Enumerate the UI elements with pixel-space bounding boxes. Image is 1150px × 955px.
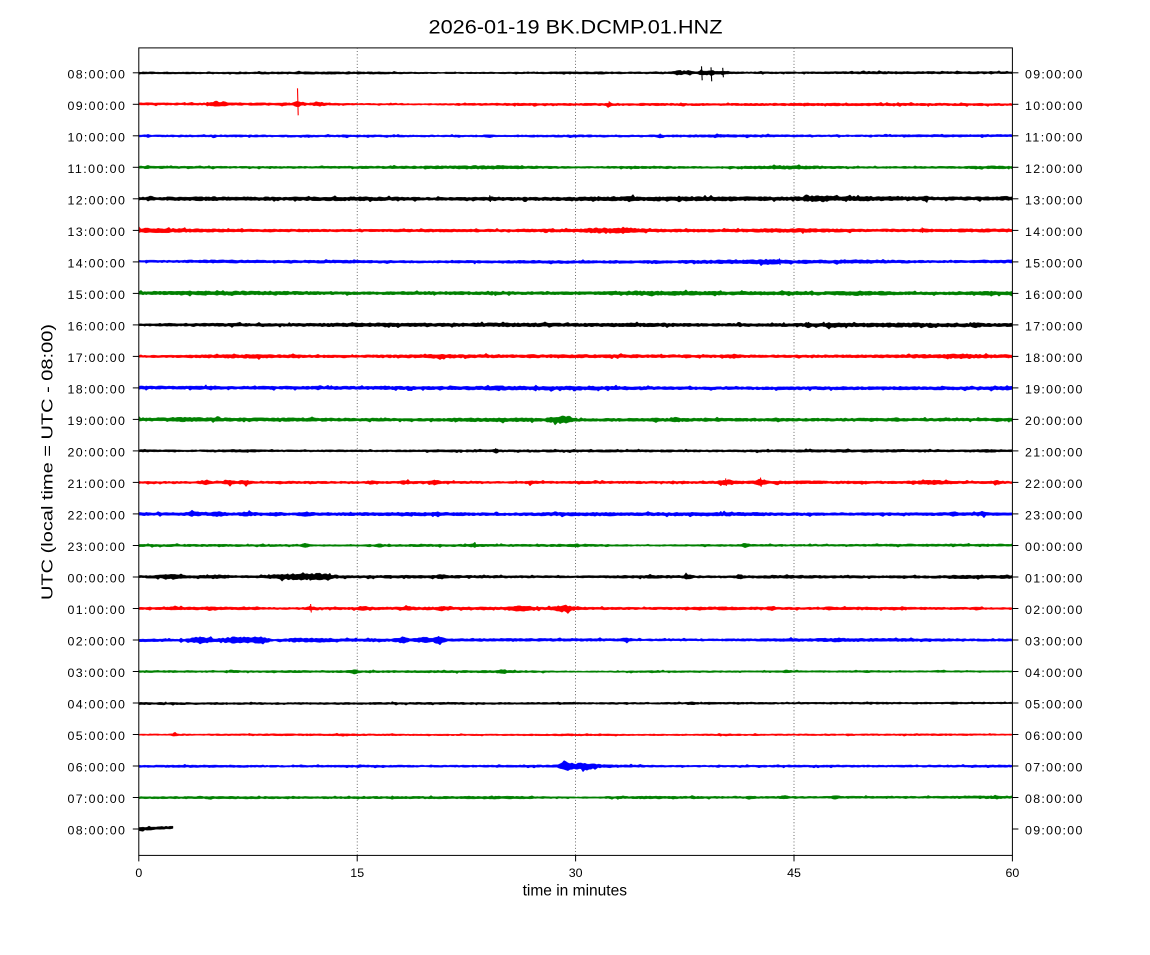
svg-text:07:00:00: 07:00:00 [68,792,125,806]
svg-text:0: 0 [135,866,142,880]
svg-text:10:00:00: 10:00:00 [68,130,125,144]
svg-text:15:00:00: 15:00:00 [68,288,125,302]
svg-text:17:00:00: 17:00:00 [1025,320,1082,334]
svg-text:16:00:00: 16:00:00 [1025,288,1082,302]
svg-text:09:00:00: 09:00:00 [1025,824,1082,838]
svg-text:03:00:00: 03:00:00 [68,666,125,680]
svg-text:21:00:00: 21:00:00 [1025,446,1082,460]
svg-text:20:00:00: 20:00:00 [1025,414,1082,428]
svg-text:13:00:00: 13:00:00 [68,225,125,239]
svg-text:18:00:00: 18:00:00 [68,383,125,397]
svg-text:18:00:00: 18:00:00 [1025,351,1082,365]
svg-text:15:00:00: 15:00:00 [1025,257,1082,271]
svg-text:04:00:00: 04:00:00 [68,698,125,712]
svg-text:09:00:00: 09:00:00 [68,99,125,113]
svg-text:02:00:00: 02:00:00 [68,635,125,649]
svg-text:19:00:00: 19:00:00 [68,414,125,428]
svg-text:00:00:00: 00:00:00 [68,572,125,586]
svg-text:00:00:00: 00:00:00 [1025,540,1082,554]
svg-text:22:00:00: 22:00:00 [68,509,125,523]
svg-text:14:00:00: 14:00:00 [1025,225,1082,239]
svg-text:22:00:00: 22:00:00 [1025,477,1082,491]
svg-text:08:00:00: 08:00:00 [68,67,125,81]
svg-text:03:00:00: 03:00:00 [1025,635,1082,649]
svg-text:08:00:00: 08:00:00 [68,824,125,838]
svg-text:08:00:00: 08:00:00 [1025,792,1082,806]
svg-text:20:00:00: 20:00:00 [68,446,125,460]
svg-text:01:00:00: 01:00:00 [68,603,125,617]
svg-text:17:00:00: 17:00:00 [68,351,125,365]
svg-text:05:00:00: 05:00:00 [1025,698,1082,712]
svg-text:13:00:00: 13:00:00 [1025,193,1082,207]
svg-text:2026-01-19 BK.DCMP.01.HNZ: 2026-01-19 BK.DCMP.01.HNZ [429,18,723,39]
svg-text:07:00:00: 07:00:00 [1025,761,1082,775]
svg-text:45: 45 [787,866,801,880]
svg-text:30: 30 [569,866,583,880]
svg-text:12:00:00: 12:00:00 [68,193,125,207]
svg-text:23:00:00: 23:00:00 [1025,509,1082,523]
svg-text:23:00:00: 23:00:00 [68,540,125,554]
svg-text:UTC (local time = UTC - 08:00): UTC (local time = UTC - 08:00) [40,324,57,600]
svg-text:time in minutes: time in minutes [523,883,628,900]
svg-text:15: 15 [350,866,364,880]
svg-text:60: 60 [1006,866,1020,880]
svg-text:02:00:00: 02:00:00 [1025,603,1082,617]
svg-text:14:00:00: 14:00:00 [68,257,125,271]
svg-text:01:00:00: 01:00:00 [1025,572,1082,586]
svg-text:10:00:00: 10:00:00 [1025,99,1082,113]
svg-text:19:00:00: 19:00:00 [1025,383,1082,397]
svg-text:05:00:00: 05:00:00 [68,729,125,743]
svg-text:04:00:00: 04:00:00 [1025,666,1082,680]
svg-text:06:00:00: 06:00:00 [1025,729,1082,743]
svg-text:12:00:00: 12:00:00 [1025,162,1082,176]
svg-text:06:00:00: 06:00:00 [68,761,125,775]
svg-text:21:00:00: 21:00:00 [68,477,125,491]
svg-text:16:00:00: 16:00:00 [68,320,125,334]
svg-text:09:00:00: 09:00:00 [1025,67,1082,81]
svg-text:11:00:00: 11:00:00 [68,162,125,176]
svg-text:11:00:00: 11:00:00 [1025,130,1082,144]
